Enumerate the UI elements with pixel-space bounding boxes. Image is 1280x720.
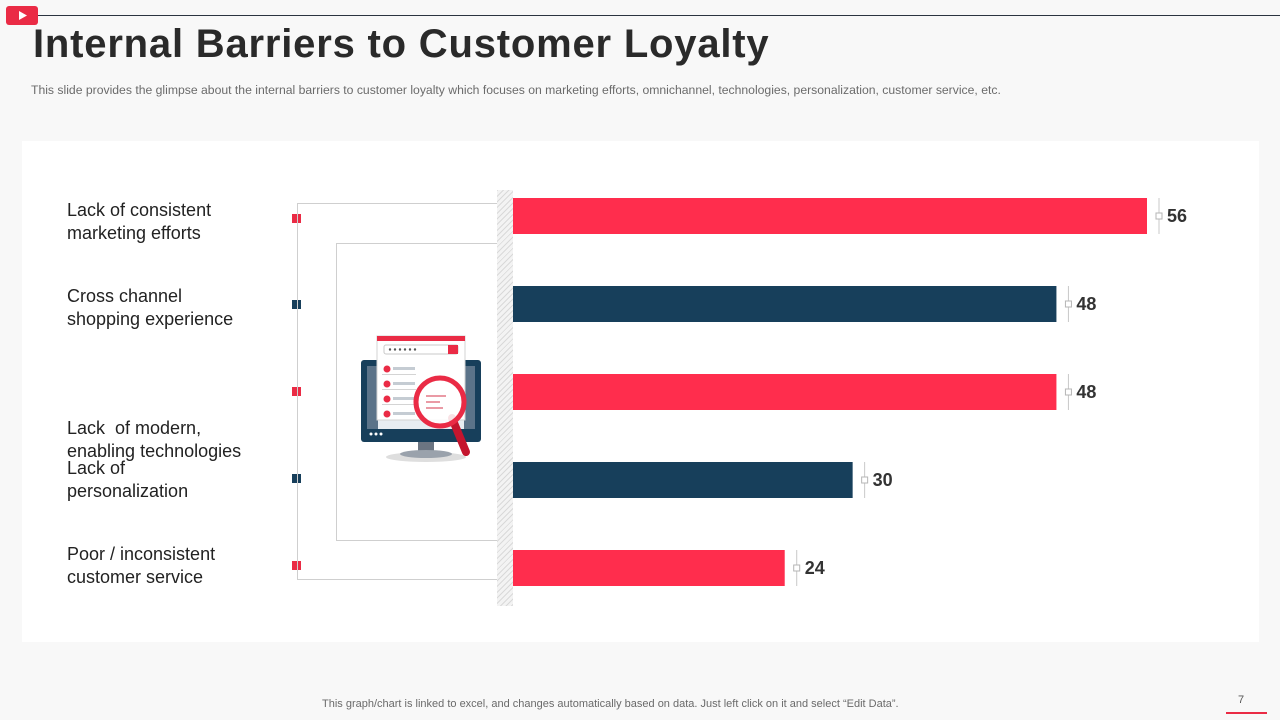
- category-label: Lack of modern, enabling technologies: [67, 418, 242, 461]
- page-title: Internal Barriers to Customer Loyalty: [33, 22, 770, 66]
- value-tick-handle: [861, 476, 869, 484]
- value-tick-handle: [1064, 300, 1072, 308]
- value-label: 48: [1076, 382, 1096, 402]
- category-marker: [292, 474, 301, 483]
- value-tick-handle: [793, 564, 801, 572]
- page-number-underline: [1226, 712, 1267, 714]
- page-number: 7: [1238, 694, 1245, 706]
- value-tick-handle: [1155, 212, 1163, 220]
- value-label: 56: [1167, 206, 1187, 226]
- computer-search-icon: [358, 334, 488, 469]
- value-label: 24: [805, 558, 825, 578]
- value-label: 30: [873, 470, 893, 490]
- category-marker: [292, 300, 301, 309]
- value-label: 48: [1076, 294, 1096, 314]
- header-rule: [38, 15, 1280, 16]
- illustration-frame-inner: [336, 243, 499, 541]
- bar-5: [513, 550, 785, 586]
- bar-2: [513, 286, 1057, 322]
- bar-3: [513, 374, 1057, 410]
- bar-4: [513, 462, 853, 498]
- category-label: Poor / inconsistent customer service: [67, 544, 216, 587]
- category-marker: [292, 561, 301, 570]
- category-marker: [292, 214, 301, 223]
- chart-axis-hatch: [497, 190, 513, 606]
- play-icon: [6, 6, 38, 25]
- category-marker: [292, 387, 301, 396]
- category-label: Lack of personalization: [67, 458, 189, 501]
- value-tick-handle: [1064, 388, 1072, 396]
- page-subtitle: This slide provides the glimpse about th…: [31, 83, 1001, 97]
- category-label: Lack of consistent marketing efforts: [67, 200, 212, 243]
- bar-1: [513, 198, 1147, 234]
- footer-note: This graph/chart is linked to excel, and…: [322, 698, 899, 710]
- category-label: Cross channel shopping experience: [67, 286, 234, 329]
- illustration-frame-outer: [297, 203, 499, 580]
